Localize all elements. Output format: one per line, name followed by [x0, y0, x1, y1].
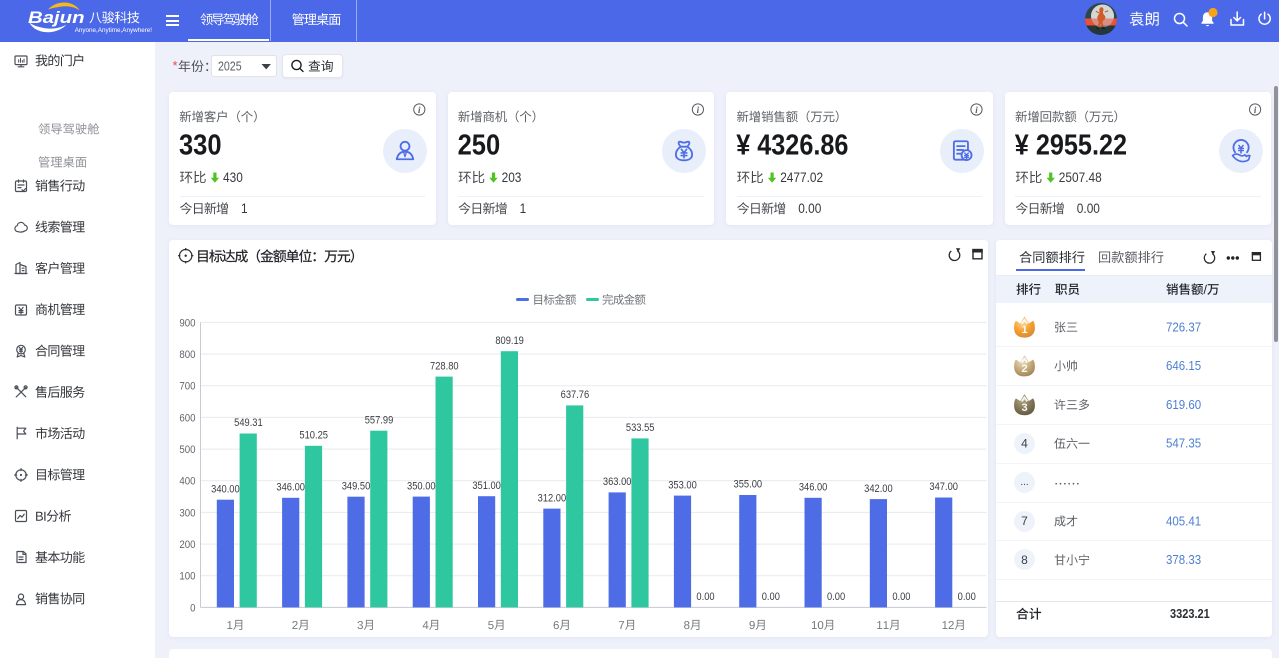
svg-text:340.00: 340.00 [211, 484, 240, 496]
svg-text:900: 900 [179, 318, 195, 330]
svg-text:0: 0 [190, 603, 196, 615]
svg-text:0.00: 0.00 [892, 591, 910, 603]
svg-text:353.00: 353.00 [668, 480, 697, 492]
svg-text:349.50: 349.50 [342, 481, 371, 493]
svg-text:0.00: 0.00 [827, 591, 845, 603]
svg-text:728.80: 728.80 [430, 361, 459, 373]
svg-text:0.00: 0.00 [696, 591, 714, 603]
svg-text:0.00: 0.00 [958, 591, 976, 603]
svg-text:347.00: 347.00 [929, 482, 958, 494]
svg-text:500: 500 [179, 444, 195, 456]
svg-text:351.00: 351.00 [472, 480, 501, 492]
svg-text:346.00: 346.00 [276, 482, 305, 494]
svg-text:312.00: 312.00 [538, 493, 567, 505]
svg-text:600: 600 [179, 413, 195, 425]
svg-text:0.00: 0.00 [762, 591, 780, 603]
svg-text:510.25: 510.25 [299, 430, 328, 442]
svg-text:100: 100 [179, 571, 195, 583]
svg-text:800: 800 [179, 349, 195, 361]
svg-text:533.55: 533.55 [626, 423, 655, 435]
svg-text:637.76: 637.76 [561, 390, 590, 402]
svg-text:363.00: 363.00 [603, 477, 632, 489]
svg-text:342.00: 342.00 [864, 483, 893, 495]
svg-text:355.00: 355.00 [734, 479, 763, 491]
svg-text:300: 300 [179, 508, 195, 520]
svg-text:809.19: 809.19 [495, 335, 524, 347]
svg-text:350.00: 350.00 [407, 481, 436, 493]
svg-text:200: 200 [179, 539, 195, 551]
svg-text:700: 700 [179, 381, 195, 393]
svg-text:346.00: 346.00 [799, 482, 828, 494]
svg-text:549.31: 549.31 [234, 418, 263, 430]
svg-text:557.99: 557.99 [365, 415, 394, 427]
svg-text:400: 400 [179, 476, 195, 488]
